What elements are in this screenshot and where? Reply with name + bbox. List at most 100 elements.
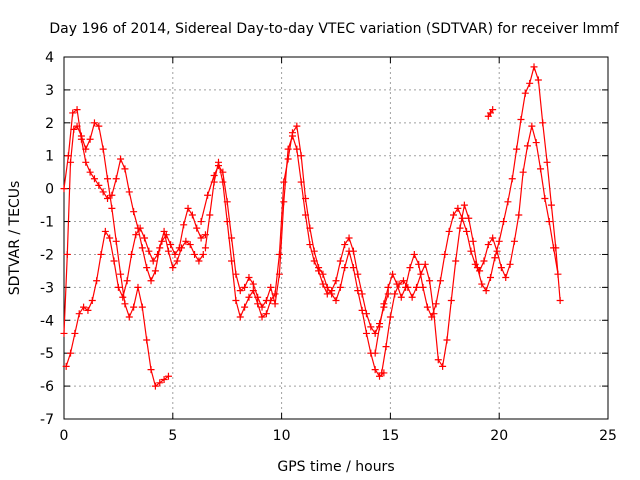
y-tick-label: -3 bbox=[40, 280, 54, 296]
data-point bbox=[99, 188, 107, 196]
data-point bbox=[97, 250, 105, 258]
data-point bbox=[254, 300, 262, 308]
data-point bbox=[380, 300, 388, 308]
data-point bbox=[175, 244, 183, 252]
data-point bbox=[436, 277, 444, 285]
data-point bbox=[432, 300, 440, 308]
data-point bbox=[336, 283, 344, 291]
data-point bbox=[556, 297, 564, 305]
data-point bbox=[382, 343, 390, 351]
data-point bbox=[93, 277, 101, 285]
data-point bbox=[258, 313, 266, 321]
data-point bbox=[341, 241, 349, 249]
data-point bbox=[197, 218, 205, 226]
data-point bbox=[358, 290, 366, 298]
data-point bbox=[90, 119, 98, 127]
data-point bbox=[186, 241, 194, 249]
data-point bbox=[319, 270, 327, 278]
data-point bbox=[199, 250, 207, 258]
data-point bbox=[386, 313, 394, 321]
data-point bbox=[397, 293, 405, 301]
data-point bbox=[404, 283, 412, 291]
data-point bbox=[523, 142, 531, 150]
data-point bbox=[293, 122, 301, 130]
y-tick-label: -2 bbox=[40, 247, 54, 263]
data-point bbox=[500, 218, 508, 226]
data-point bbox=[64, 152, 72, 160]
y-tick-label: 2 bbox=[45, 116, 54, 132]
chart-title: Day 196 of 2014, Sidereal Day-to-day VTE… bbox=[49, 21, 619, 37]
data-point bbox=[528, 122, 536, 130]
data-point bbox=[119, 293, 127, 301]
data-point bbox=[214, 158, 222, 166]
data-point bbox=[110, 257, 118, 265]
satellite-track-7-trace bbox=[381, 64, 561, 373]
data-point bbox=[389, 270, 397, 278]
data-point bbox=[358, 306, 366, 314]
data-point bbox=[245, 293, 253, 301]
data-point bbox=[130, 303, 138, 311]
data-point bbox=[519, 168, 527, 176]
data-point bbox=[210, 178, 218, 186]
data-point bbox=[60, 185, 68, 193]
data-point bbox=[262, 310, 270, 318]
data-point bbox=[378, 369, 386, 377]
plot-frame bbox=[63, 56, 609, 420]
data-point bbox=[478, 280, 486, 288]
satellite-track-2 bbox=[60, 106, 207, 285]
data-point bbox=[123, 277, 131, 285]
data-point bbox=[267, 297, 275, 305]
data-point bbox=[143, 336, 151, 344]
data-point bbox=[117, 270, 125, 278]
data-point bbox=[275, 250, 283, 258]
data-point bbox=[515, 211, 523, 219]
data-point bbox=[506, 260, 514, 268]
data-point bbox=[371, 366, 379, 374]
data-point bbox=[258, 303, 266, 311]
y-tick-label: 0 bbox=[45, 182, 54, 198]
data-point bbox=[367, 323, 375, 331]
satellite-track-7 bbox=[378, 63, 564, 377]
data-point bbox=[223, 218, 231, 226]
data-point bbox=[510, 237, 518, 245]
data-point bbox=[336, 257, 344, 265]
data-point bbox=[489, 106, 497, 114]
data-point bbox=[513, 145, 521, 153]
data-point bbox=[145, 247, 153, 255]
data-point bbox=[450, 211, 458, 219]
data-point bbox=[354, 287, 362, 295]
data-point bbox=[541, 195, 549, 203]
x-axis-label: GPS time / hours bbox=[277, 459, 394, 475]
data-point bbox=[158, 237, 166, 245]
x-tick-label: 10 bbox=[273, 428, 291, 444]
data-point bbox=[508, 175, 516, 183]
data-point bbox=[534, 76, 542, 84]
satellite-track-6 bbox=[371, 122, 562, 357]
data-point bbox=[319, 280, 327, 288]
data-point bbox=[482, 287, 490, 295]
data-point bbox=[297, 152, 305, 160]
data-point bbox=[95, 181, 103, 189]
data-point bbox=[101, 227, 109, 235]
satellite-track-8 bbox=[484, 106, 497, 120]
data-point bbox=[138, 244, 146, 252]
data-point bbox=[376, 323, 384, 331]
data-point bbox=[160, 376, 168, 384]
data-point bbox=[210, 171, 218, 179]
data-point bbox=[419, 283, 427, 291]
data-point bbox=[445, 227, 453, 235]
data-point bbox=[537, 165, 545, 173]
data-point bbox=[280, 198, 288, 206]
data-point bbox=[547, 201, 555, 209]
data-point bbox=[206, 211, 214, 219]
data-point bbox=[125, 313, 133, 321]
data-point bbox=[408, 293, 416, 301]
data-point bbox=[241, 283, 249, 291]
data-point bbox=[147, 277, 155, 285]
data-point bbox=[156, 379, 164, 387]
data-point bbox=[497, 264, 505, 272]
data-point bbox=[423, 303, 431, 311]
data-point bbox=[132, 231, 140, 239]
satellite-track-5 bbox=[201, 122, 388, 380]
data-point bbox=[149, 257, 157, 265]
